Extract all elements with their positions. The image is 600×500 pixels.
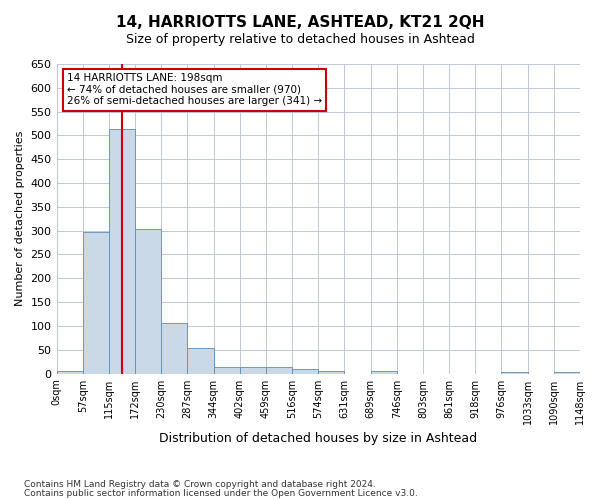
Text: 14, HARRIOTTS LANE, ASHTEAD, KT21 2QH: 14, HARRIOTTS LANE, ASHTEAD, KT21 2QH — [116, 15, 484, 30]
Bar — [240, 368, 266, 374]
Text: 14 HARRIOTTS LANE: 198sqm
← 74% of detached houses are smaller (970)
26% of semi: 14 HARRIOTTS LANE: 198sqm ← 74% of detac… — [67, 74, 322, 106]
Bar — [554, 372, 580, 374]
Text: Size of property relative to detached houses in Ashtead: Size of property relative to detached ho… — [125, 32, 475, 46]
Bar — [318, 370, 344, 374]
Bar — [161, 323, 187, 374]
Bar — [502, 372, 527, 374]
Bar — [109, 129, 135, 374]
Y-axis label: Number of detached properties: Number of detached properties — [15, 131, 25, 306]
Bar — [83, 232, 109, 374]
Text: Contains HM Land Registry data © Crown copyright and database right 2024.: Contains HM Land Registry data © Crown c… — [24, 480, 376, 489]
Bar — [292, 370, 318, 374]
X-axis label: Distribution of detached houses by size in Ashtead: Distribution of detached houses by size … — [159, 432, 478, 445]
Bar — [214, 368, 240, 374]
Bar — [56, 371, 83, 374]
Bar — [135, 230, 161, 374]
Bar — [266, 368, 292, 374]
Bar — [187, 348, 214, 374]
Text: Contains public sector information licensed under the Open Government Licence v3: Contains public sector information licen… — [24, 488, 418, 498]
Bar — [371, 371, 397, 374]
